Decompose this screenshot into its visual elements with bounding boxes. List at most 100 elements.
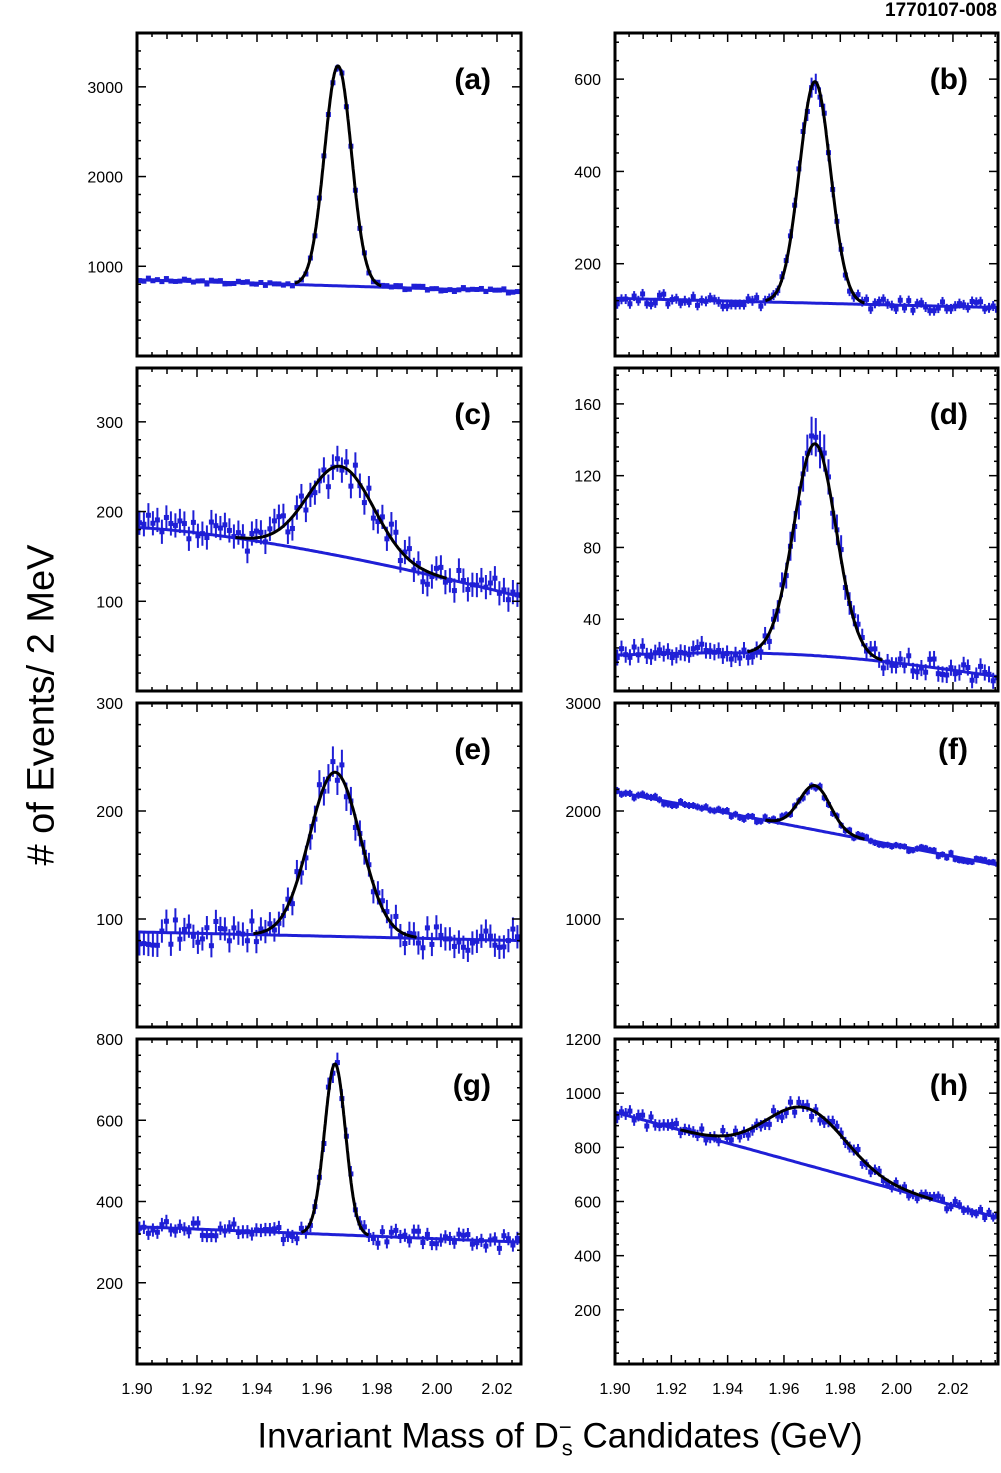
- data-point: [741, 816, 747, 822]
- data-point: [172, 522, 178, 528]
- data-point: [285, 896, 291, 902]
- signal-fit-curve: [235, 464, 447, 580]
- data-point: [745, 1132, 751, 1138]
- data-point: [195, 939, 201, 945]
- x-axis-label-subscript: s: [561, 1435, 573, 1461]
- data-point: [271, 518, 277, 524]
- data-point: [213, 523, 219, 529]
- data-point: [388, 1229, 394, 1235]
- data-point: [686, 1127, 692, 1133]
- background-fit-curve: [137, 526, 521, 599]
- data-point: [758, 1123, 764, 1129]
- data-point: [433, 1241, 439, 1247]
- panel-g: 1.90 1.92 1.94 1.96 1.98 2.00 2.02 200 400 600 800…: [96, 1032, 523, 1398]
- data-point: [496, 944, 502, 950]
- data-point: [724, 1135, 730, 1141]
- data-point: [438, 288, 444, 294]
- data-point: [644, 1123, 650, 1129]
- data-point: [217, 926, 223, 932]
- data-point: [442, 1234, 448, 1240]
- data-point: [906, 1193, 912, 1199]
- data-point: [940, 671, 946, 677]
- data-point: [145, 1230, 151, 1236]
- data-point: [330, 759, 336, 765]
- data-point: [208, 943, 214, 949]
- data-point: [914, 301, 920, 307]
- y-tick-label: 300: [96, 415, 123, 432]
- data-point: [190, 519, 196, 525]
- data-point: [456, 1231, 462, 1237]
- data-point: [474, 1240, 480, 1246]
- data-point: [433, 924, 439, 930]
- data-point: [384, 283, 390, 289]
- data-point: [728, 1137, 734, 1143]
- data-point: [749, 1127, 755, 1133]
- data-point: [334, 1060, 340, 1066]
- data-point: [863, 296, 869, 302]
- data-point: [451, 289, 457, 295]
- data-point: [699, 641, 705, 647]
- x-tick-label: 1.98: [361, 1381, 392, 1398]
- data-point: [181, 276, 187, 282]
- data-point: [640, 643, 646, 649]
- data-point: [424, 287, 430, 293]
- data-point: [276, 1225, 282, 1231]
- data-point: [406, 1238, 412, 1244]
- signal-fit-curve: [253, 770, 417, 939]
- data-point: [433, 565, 439, 571]
- data-point: [935, 305, 941, 311]
- data-point: [150, 1227, 156, 1233]
- data-point: [931, 1194, 937, 1200]
- data-point: [514, 934, 520, 940]
- data-point: [271, 927, 277, 933]
- data-point: [699, 1126, 705, 1132]
- data-point: [262, 1227, 268, 1233]
- data-point: [460, 285, 466, 291]
- data-point: [339, 762, 345, 768]
- data-point: [707, 648, 713, 654]
- data-point: [298, 493, 304, 499]
- y-tick-label: 800: [96, 1032, 123, 1049]
- data-point: [994, 1211, 998, 1217]
- data-point: [267, 921, 273, 927]
- data-point: [817, 783, 823, 789]
- data-point: [859, 635, 865, 641]
- data-point: [451, 588, 457, 594]
- signal-fit-curve: [294, 64, 382, 288]
- data-point: [817, 1117, 823, 1123]
- figure-id-label: 1770107-008: [885, 0, 997, 21]
- data-point: [235, 278, 241, 284]
- data-point: [838, 1130, 844, 1136]
- data-point: [800, 795, 806, 801]
- data-point: [969, 1210, 975, 1216]
- data-point: [334, 456, 340, 462]
- data-point: [855, 292, 861, 298]
- data-point: [673, 1121, 679, 1127]
- data-point: [145, 512, 151, 518]
- data-point: [830, 1119, 836, 1125]
- data-point: [720, 653, 726, 659]
- data-point: [393, 1227, 399, 1233]
- data-point: [648, 301, 654, 307]
- data-point: [969, 677, 975, 683]
- data-point: [918, 665, 924, 671]
- data-point: [923, 1191, 929, 1197]
- data-point: [906, 298, 912, 304]
- data-point: [737, 815, 743, 821]
- data-point: [956, 301, 962, 307]
- data-point: [208, 277, 214, 283]
- x-axis-label-suffix: Candidates (GeV): [572, 1416, 863, 1456]
- data-point: [510, 926, 516, 932]
- data-point: [402, 549, 408, 555]
- data-point: [262, 282, 268, 288]
- data-point: [294, 1236, 300, 1242]
- data-point: [478, 285, 484, 291]
- data-point: [631, 795, 637, 801]
- data-point: [779, 1114, 785, 1120]
- data-point: [137, 941, 142, 947]
- data-point: [868, 1169, 874, 1175]
- data-point: [956, 1202, 962, 1208]
- data-point: [397, 933, 403, 939]
- data-point: [665, 1122, 671, 1128]
- data-point: [927, 656, 933, 662]
